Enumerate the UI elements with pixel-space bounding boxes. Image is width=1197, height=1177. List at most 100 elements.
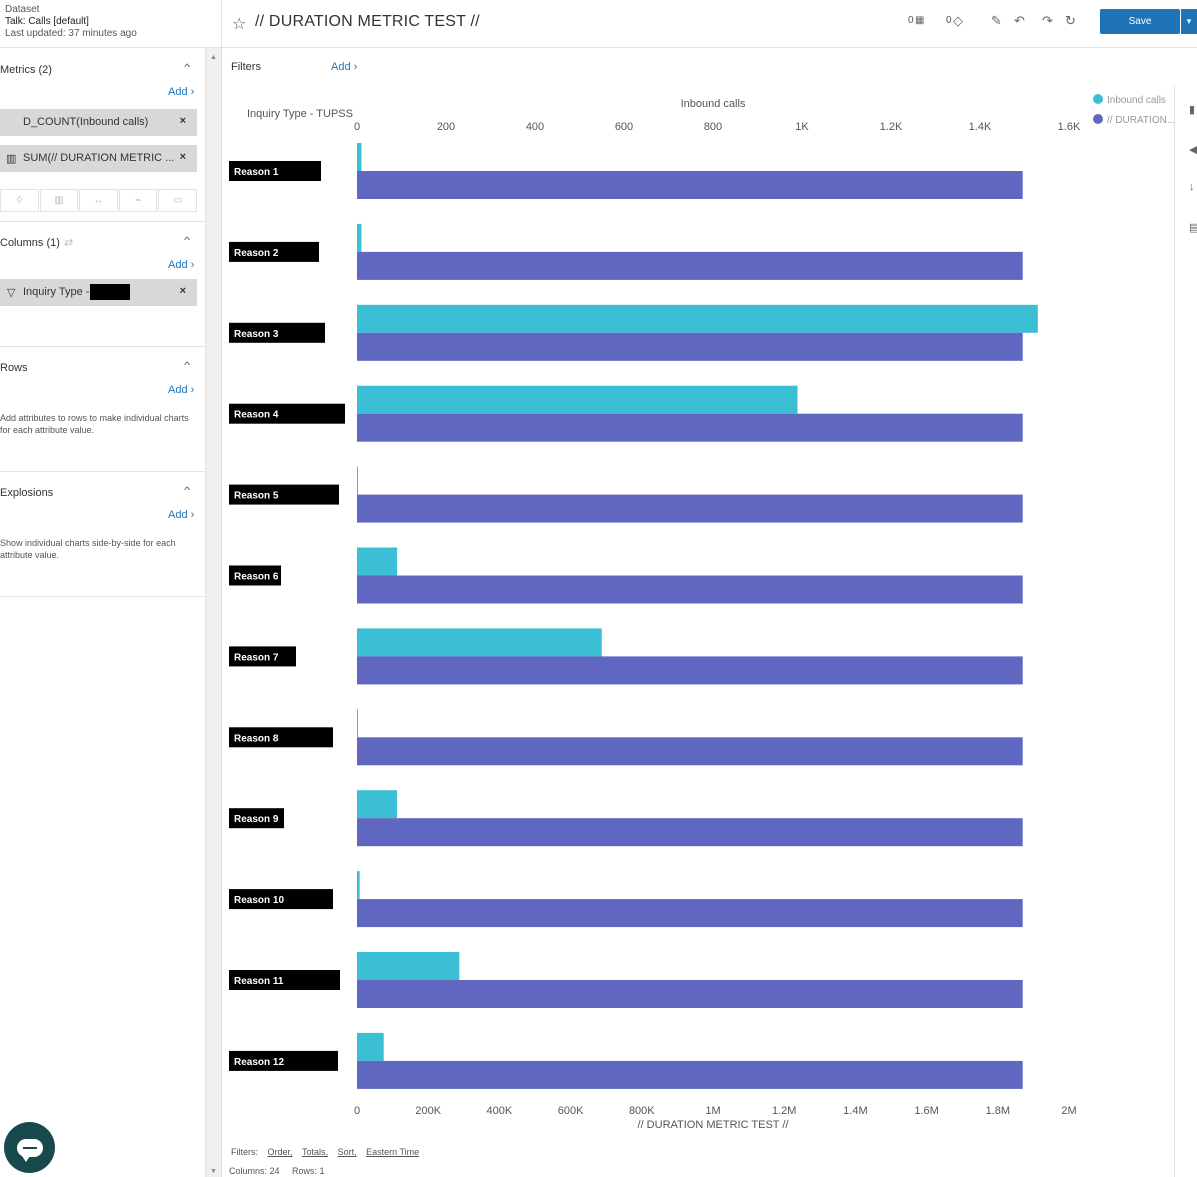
footer-link-order[interactable]: Order, (267, 1147, 293, 1157)
arrows-icon[interactable]: ↔ (79, 189, 118, 212)
category-label: Reason 1 (234, 167, 279, 178)
top-axis-tick-label: 1.2K (880, 121, 903, 133)
columns-collapse-chevron-icon[interactable]: ^ (184, 235, 191, 245)
columns-icon[interactable]: ▥ (39, 189, 79, 212)
bar-duration-metric (357, 332, 1023, 361)
top-axis-tick-label: 1K (795, 121, 809, 133)
grid-icon[interactable]: ▦ (915, 15, 925, 26)
top-axis-tick-label: 0 (354, 121, 360, 133)
redo-icon[interactable]: ↷ (1042, 13, 1053, 28)
category-label-box (229, 970, 340, 990)
download-icon[interactable]: ↓ (1189, 181, 1195, 193)
undo-icon[interactable]: ↶ (1014, 13, 1025, 28)
save-dropdown-chevron-icon[interactable]: ▾ (1181, 9, 1197, 34)
filters-label: Filters (231, 61, 261, 73)
chart-type-icon[interactable]: ▮ (1189, 104, 1196, 116)
chat-bubble-icon (16, 1138, 43, 1162)
bar-inbound-calls (357, 1032, 384, 1061)
rows-collapse-chevron-icon[interactable]: ^ (184, 360, 191, 370)
columns-title: Columns (1) (0, 237, 60, 249)
refresh-icon[interactable]: ↻ (1065, 13, 1076, 28)
calculator-icon[interactable]: ▤ (1189, 222, 1197, 234)
bar-inbound-calls (357, 952, 460, 980)
category-label: Reason 12 (234, 1057, 284, 1068)
bar-duration-metric (357, 413, 1023, 442)
metrics-title: Metrics (2) (0, 64, 52, 76)
category-label: Reason 3 (234, 329, 279, 340)
bar-inbound-calls (357, 709, 358, 738)
footer-link-totals[interactable]: Totals, (302, 1147, 329, 1157)
remove-metric-icon[interactable]: × (179, 151, 186, 163)
divider (0, 471, 205, 472)
bar-duration-metric (357, 1060, 1023, 1089)
category-label-box (229, 889, 333, 910)
rows-add-button[interactable]: Add › (168, 384, 195, 396)
bar-duration-metric (357, 656, 1023, 685)
favorite-star-icon[interactable]: ☆ (232, 16, 247, 33)
footer-link-timezone[interactable]: Eastern Time (366, 1147, 420, 1157)
right-toolbar: ▮ ◀ ↓ ▤ (1174, 85, 1197, 1177)
bar-duration-metric (357, 818, 1023, 847)
bottom-axis-tick-label: 1.6M (914, 1105, 938, 1117)
tag-icon[interactable]: ◇ (953, 13, 963, 28)
swap-icon[interactable]: ⇄ (64, 237, 74, 249)
bar-duration-metric (357, 575, 1023, 604)
category-label: Reason 5 (234, 491, 279, 502)
remove-column-icon[interactable]: × (179, 285, 186, 297)
edit-icon[interactable]: ✎ (991, 13, 1002, 28)
line-chart-icon[interactable]: ⌁ (118, 189, 158, 212)
page-title[interactable]: // DURATION METRIC TEST // (255, 13, 480, 30)
dataset-name[interactable]: Talk: Calls [default] (5, 16, 89, 27)
footer-link-sort[interactable]: Sort, (337, 1147, 357, 1157)
bottom-axis-tick-label: 1.8M (986, 1105, 1010, 1117)
footer-columns-count: Columns: 24 (229, 1166, 280, 1176)
footer-rows-count: Rows: 1 (292, 1166, 325, 1176)
droplet-icon[interactable]: ◊ (0, 189, 39, 212)
metrics-add-button[interactable]: Add › (168, 86, 195, 98)
top-axis-tick-label: 1.4K (969, 121, 992, 133)
metric-pill-duration-sum[interactable]: ▥ SUM(// DURATION METRIC ... × (0, 145, 197, 172)
bottom-axis-tick-label: 400K (487, 1105, 513, 1117)
bottom-axis-tick-label: 1.4M (843, 1105, 867, 1117)
metric-pill-d-count[interactable]: D_COUNT(Inbound calls) × (0, 109, 197, 136)
rows-hint: Add attributes to rows to make individua… (0, 413, 189, 435)
category-label-box (229, 403, 345, 424)
category-label-box (229, 1050, 338, 1071)
bar-inbound-calls (357, 304, 1038, 333)
metrics-collapse-chevron-icon[interactable]: ^ (184, 62, 191, 72)
legend-label: // DURATION... (1107, 115, 1174, 126)
sidebar-scrollbar[interactable]: ▲ ▼ (205, 48, 222, 1177)
scroll-down-icon[interactable]: ▼ (210, 1168, 217, 1175)
bar-inbound-calls (357, 790, 398, 819)
legend-label: Inbound calls (1107, 95, 1166, 106)
top-axis-tick-label: 400 (526, 121, 544, 133)
dataset-info: Dataset Talk: Calls [default] Last updat… (0, 0, 222, 48)
chart-area: Inbound calls Inquiry Type - TUPSS 0 200 400… (222, 85, 1175, 1145)
bar-duration-metric (357, 899, 1023, 928)
columns-add-button[interactable]: Add › (168, 259, 195, 271)
bottom-axis-title: // DURATION METRIC TEST // (638, 1119, 790, 1131)
explosions-collapse-chevron-icon[interactable]: ^ (184, 485, 191, 495)
remove-metric-icon[interactable]: × (179, 115, 186, 127)
divider (0, 346, 205, 347)
filters-add-button[interactable]: Add › (331, 61, 358, 73)
comment-icon[interactable]: ▭ (158, 189, 197, 212)
category-label: Reason 2 (234, 248, 279, 259)
scroll-up-icon[interactable]: ▲ (210, 54, 217, 61)
bottom-axis-tick-label: 800K (629, 1105, 655, 1117)
category-label: Reason 4 (234, 410, 279, 421)
category-label-box (229, 484, 339, 505)
divider (0, 596, 205, 597)
bar-inbound-calls (357, 871, 360, 900)
save-button[interactable]: Save (1100, 9, 1180, 34)
category-label-box (229, 322, 325, 343)
collapse-left-icon[interactable]: ◀ (1189, 144, 1197, 156)
explosions-add-button[interactable]: Add › (168, 509, 195, 521)
explosions-title: Explosions (0, 487, 54, 499)
top-axis-tick-label: 600 (615, 121, 633, 133)
category-label: Reason 6 (234, 572, 279, 583)
chat-widget-button[interactable] (4, 1122, 55, 1173)
category-label-box (229, 565, 281, 586)
column-pill-inquiry-type[interactable]: ▽ Inquiry Type - × (0, 279, 197, 306)
